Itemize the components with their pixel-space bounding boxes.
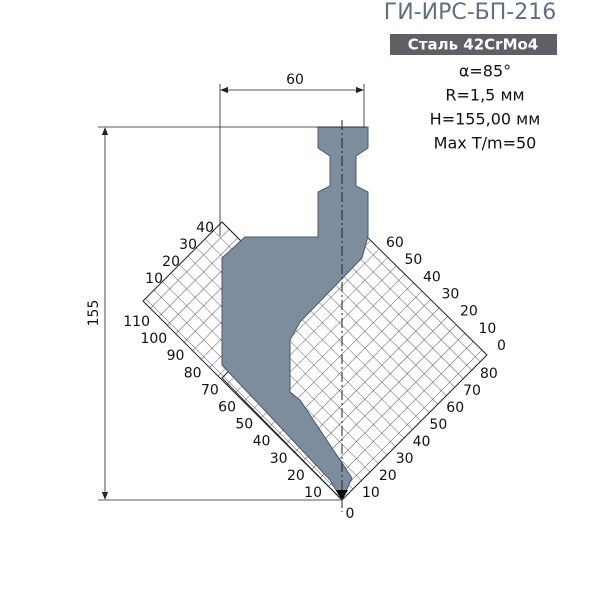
scale-label: 100 <box>140 331 167 347</box>
specs: α=85° R=1,5 мм H=155,00 мм Max T/m=50 <box>430 62 541 153</box>
spec: H=155,00 мм <box>430 110 541 129</box>
spec: Max T/m=50 <box>434 134 537 153</box>
scale-label: 30 <box>270 451 288 467</box>
scale-label: 60 <box>218 400 236 416</box>
scale-label: 20 <box>162 254 180 270</box>
scale-label: 50 <box>235 417 253 433</box>
scale-label: 70 <box>201 382 219 398</box>
scale-label: 50 <box>405 252 423 268</box>
scale-label: 10 <box>362 485 380 501</box>
scale-label: 40 <box>413 434 431 450</box>
scale-label: 30 <box>396 451 414 467</box>
scale-label: 40 <box>253 434 271 450</box>
scale-label: 30 <box>442 287 460 303</box>
scale-label: 60 <box>386 235 404 251</box>
scale-label: 110 <box>123 314 150 330</box>
scale-label: 10 <box>479 321 497 337</box>
scale-label: 60 <box>446 400 464 416</box>
punch <box>221 126 369 502</box>
scale-label: 80 <box>184 365 202 381</box>
scale-label: 20 <box>287 468 305 484</box>
scale-label: 40 <box>196 220 214 236</box>
scale-label: 50 <box>429 417 447 433</box>
scale-labels: 4030201011010090807060504030201060504030… <box>123 220 506 522</box>
scale-label: 20 <box>379 468 397 484</box>
scale-label: 80 <box>480 366 498 382</box>
scale-label: 10 <box>145 271 163 287</box>
width-dimension: 60 <box>286 72 304 88</box>
scale-label: 20 <box>460 304 478 320</box>
dimension-lines <box>98 84 366 501</box>
height-dimension: 155 <box>86 300 102 327</box>
scale-label: 90 <box>167 348 185 364</box>
scale-label: 30 <box>179 237 197 253</box>
scale-label: 0 <box>497 338 506 354</box>
material: Сталь 42CrMo4 <box>408 36 538 54</box>
material-badge <box>390 34 557 55</box>
scale-label: 0 <box>346 506 355 522</box>
spec: R=1,5 мм <box>445 86 524 105</box>
scale-label: 70 <box>463 383 481 399</box>
scale-label: 10 <box>304 485 322 501</box>
title: ГИ-ИРС-БП-216 <box>384 0 556 25</box>
scale-label: 40 <box>423 269 441 285</box>
spec: α=85° <box>459 62 511 81</box>
